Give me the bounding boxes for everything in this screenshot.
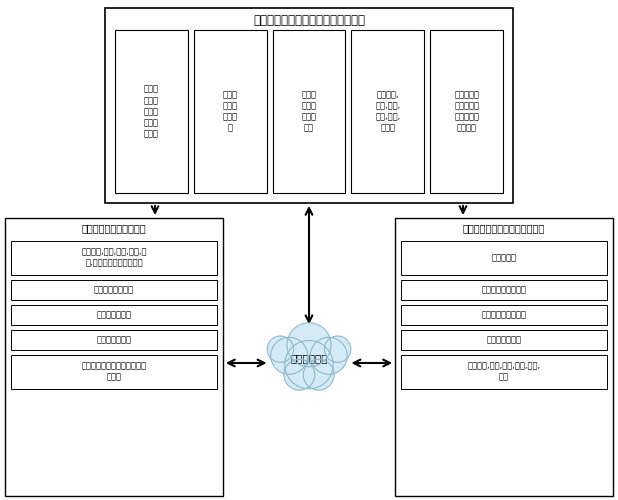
Text: 内外网电脑
医疗数据传
输、文件管
理工作站: 内外网电脑 医疗数据传 输、文件管 理工作站: [454, 90, 479, 132]
Bar: [352, 30, 424, 193]
Bar: [11, 304, 217, 324]
Bar: [401, 240, 607, 274]
Bar: [273, 30, 345, 193]
Text: 大型无
线视屏
会议工
作: 大型无 线视屏 会议工 作: [222, 90, 238, 132]
Text: 健康云服务器: 健康云服务器: [290, 353, 328, 363]
Circle shape: [324, 336, 351, 362]
Circle shape: [271, 338, 308, 374]
Bar: [11, 330, 217, 349]
Text: 内外网电脑医疗数据传输、文
件管理: 内外网电脑医疗数据传输、文 件管理: [82, 362, 146, 382]
Text: 远程体重,体动,心电,血氧,血
压,血糖等远程终端工作站: 远程体重,体动,心电,血氧,血 压,血糖等远程终端工作站: [81, 248, 146, 268]
Bar: [194, 30, 266, 193]
Text: 无线视屏接受端: 无线视屏接受端: [486, 335, 522, 344]
Text: 医患手机端工作站: 医患手机端工作站: [94, 285, 134, 294]
Bar: [401, 304, 607, 324]
Bar: [430, 30, 503, 193]
Circle shape: [284, 360, 315, 390]
Bar: [401, 280, 607, 299]
Circle shape: [310, 338, 347, 374]
Text: 区域医
疗中心
会诊工
作站: 区域医 疗中心 会诊工 作站: [302, 90, 316, 132]
Text: 外网医疗管理工作端: 外网医疗管理工作端: [481, 310, 527, 319]
Text: 一级医院或家庭、个人本地终端: 一级医院或家庭、个人本地终端: [463, 223, 545, 233]
Text: 区域大医院或三甲综合医院远程终端: 区域大医院或三甲综合医院远程终端: [253, 14, 365, 26]
Bar: [401, 354, 607, 388]
Circle shape: [287, 323, 331, 367]
Circle shape: [285, 340, 333, 389]
Circle shape: [267, 336, 294, 362]
Text: 医患手机端: 医患手机端: [491, 253, 517, 262]
Text: 无线视屏接受端: 无线视屏接受端: [96, 335, 132, 344]
Bar: [11, 240, 217, 274]
Bar: [115, 30, 188, 193]
Text: 区域大
医院或
三甲医
院医患
手机端: 区域大 医院或 三甲医 院医患 手机端: [144, 85, 159, 138]
Circle shape: [303, 360, 334, 390]
Bar: [11, 354, 217, 388]
Bar: [11, 280, 217, 299]
Bar: [105, 8, 513, 203]
Text: 远程体重,
体动,心电,
血氧,血压,
血糖等: 远程体重, 体动,心电, 血氧,血压, 血糖等: [375, 90, 400, 132]
Bar: [401, 330, 607, 349]
Text: 医院、家庭会诊单元: 医院、家庭会诊单元: [481, 285, 527, 294]
Bar: [395, 218, 613, 496]
Bar: [5, 218, 223, 496]
Text: 远程体重,体动,心电,血氧,血压,
血糖: 远程体重,体动,心电,血氧,血压, 血糖: [467, 362, 541, 382]
Text: 医院会诊工作站: 医院会诊工作站: [96, 310, 132, 319]
Text: 二级或三级医院本地终端: 二级或三级医院本地终端: [82, 223, 146, 233]
